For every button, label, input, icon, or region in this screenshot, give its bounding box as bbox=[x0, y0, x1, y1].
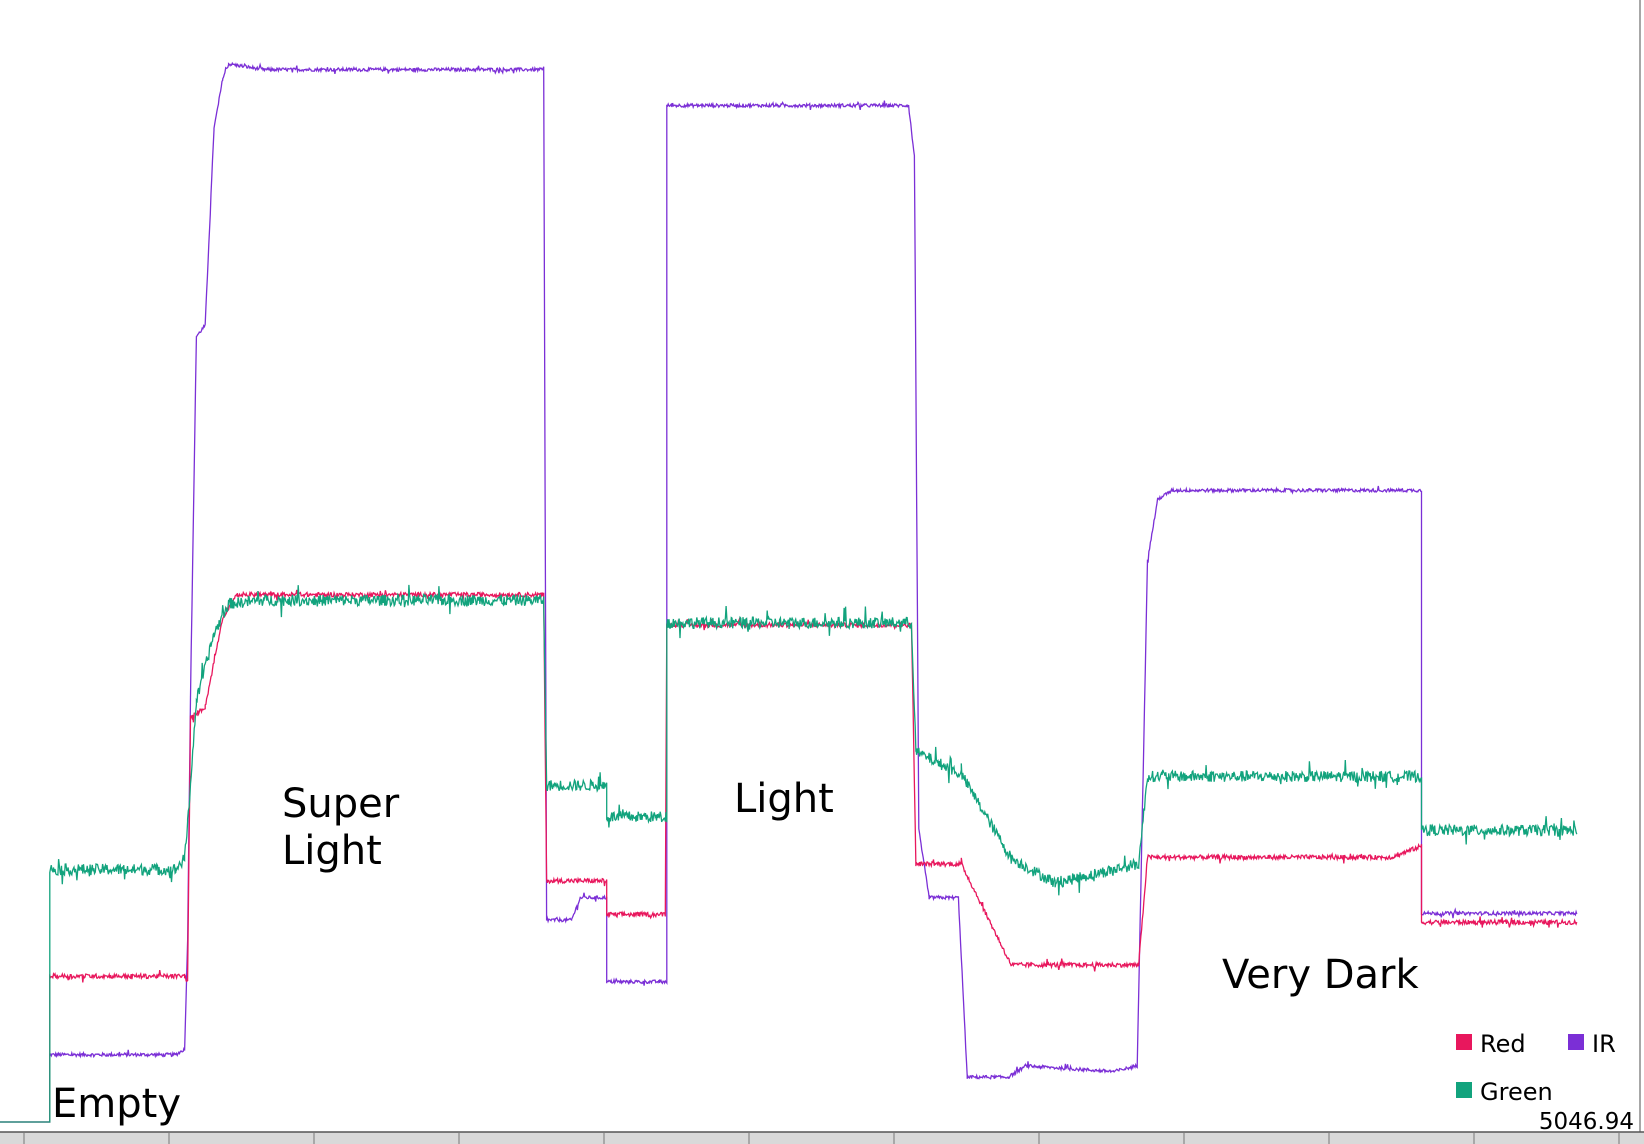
series-line-red bbox=[0, 589, 1578, 1123]
annotation-empty: Empty bbox=[52, 1081, 181, 1127]
series-layer bbox=[0, 61, 1578, 1123]
value-readout: 5046.94 bbox=[1539, 1109, 1634, 1135]
ruler-bar[interactable] bbox=[0, 1132, 1644, 1144]
series-line-ir bbox=[0, 61, 1578, 1123]
annotation-super: Super bbox=[282, 781, 400, 827]
annotation-light: Light bbox=[734, 776, 834, 822]
legend-swatch-red bbox=[1456, 1034, 1472, 1050]
legend: Red IR Green bbox=[1456, 1030, 1616, 1106]
time-ruler[interactable] bbox=[0, 1131, 1644, 1144]
legend-label-red: Red bbox=[1480, 1030, 1526, 1058]
legend-swatch-green bbox=[1456, 1082, 1472, 1098]
legend-swatch-ir bbox=[1568, 1034, 1584, 1050]
annotation-very-dark: Very Dark bbox=[1222, 952, 1419, 998]
annotation-super-light: Light bbox=[282, 828, 382, 874]
legend-label-green: Green bbox=[1480, 1078, 1553, 1106]
series-line-green bbox=[0, 584, 1578, 1123]
legend-label-ir: IR bbox=[1592, 1030, 1616, 1058]
